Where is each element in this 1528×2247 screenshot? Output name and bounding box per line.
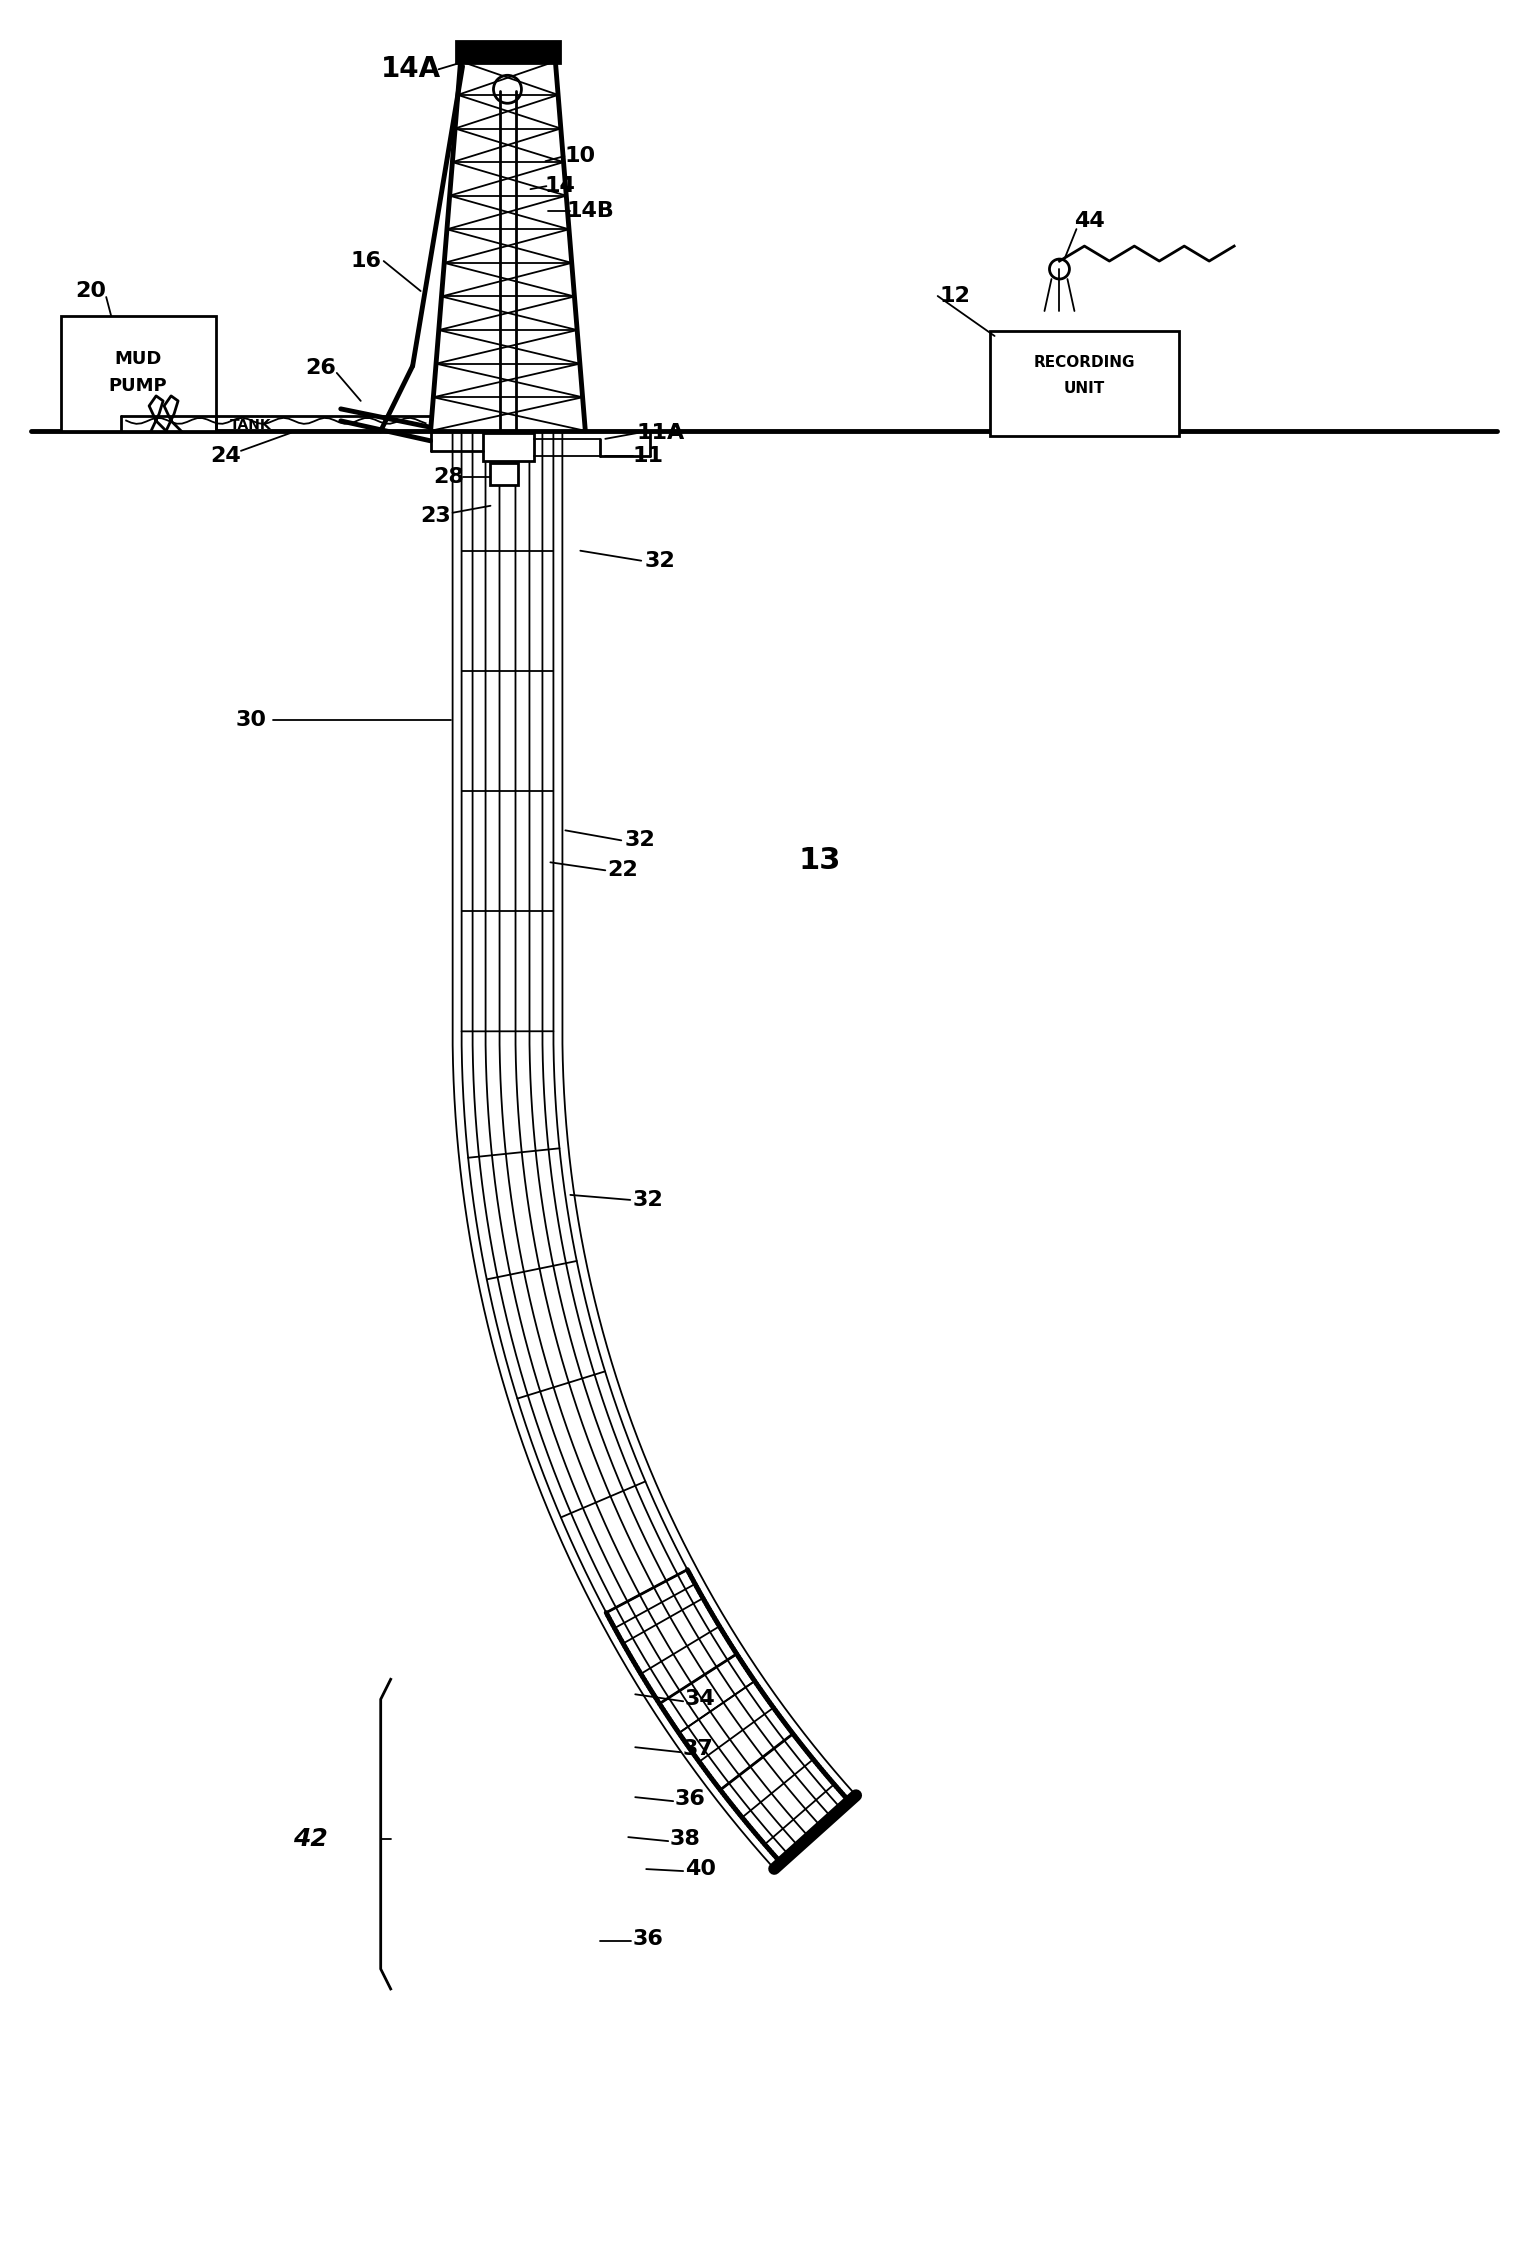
Text: 28: 28 bbox=[432, 467, 465, 488]
Text: 34: 34 bbox=[685, 1690, 715, 1710]
Text: 22: 22 bbox=[607, 861, 637, 881]
Bar bbox=[61, 317, 215, 431]
Text: 32: 32 bbox=[633, 1191, 663, 1209]
Text: 14B: 14B bbox=[567, 202, 614, 220]
Bar bbox=[483, 434, 535, 461]
Text: 10: 10 bbox=[565, 146, 596, 166]
Text: 12: 12 bbox=[940, 285, 970, 306]
Bar bbox=[490, 463, 518, 485]
Text: 30: 30 bbox=[235, 710, 266, 730]
Text: 24: 24 bbox=[211, 445, 241, 465]
Text: UNIT: UNIT bbox=[1063, 382, 1105, 395]
Text: 42: 42 bbox=[293, 1827, 329, 1852]
Bar bbox=[455, 40, 561, 63]
Text: 26: 26 bbox=[306, 357, 336, 377]
Text: 44: 44 bbox=[1074, 211, 1105, 231]
Text: 14A: 14A bbox=[380, 56, 440, 83]
Text: 37: 37 bbox=[683, 1739, 714, 1759]
Text: 11: 11 bbox=[633, 445, 663, 465]
Text: 36: 36 bbox=[633, 1928, 663, 1948]
Text: 40: 40 bbox=[685, 1858, 715, 1878]
Text: 13: 13 bbox=[799, 845, 840, 874]
Text: 20: 20 bbox=[76, 281, 107, 301]
Text: TANK: TANK bbox=[231, 418, 272, 431]
Text: 36: 36 bbox=[675, 1789, 706, 1809]
Text: 32: 32 bbox=[645, 551, 675, 571]
Text: RECORDING: RECORDING bbox=[1033, 355, 1135, 371]
Text: PUMP: PUMP bbox=[108, 377, 168, 395]
Text: 16: 16 bbox=[350, 252, 380, 272]
Text: 14: 14 bbox=[545, 175, 576, 195]
Text: 11A: 11A bbox=[636, 422, 685, 443]
Bar bbox=[990, 330, 1180, 436]
Text: 38: 38 bbox=[669, 1829, 700, 1849]
Text: 32: 32 bbox=[625, 831, 656, 849]
Text: 23: 23 bbox=[420, 506, 451, 526]
Text: MUD: MUD bbox=[115, 351, 162, 369]
